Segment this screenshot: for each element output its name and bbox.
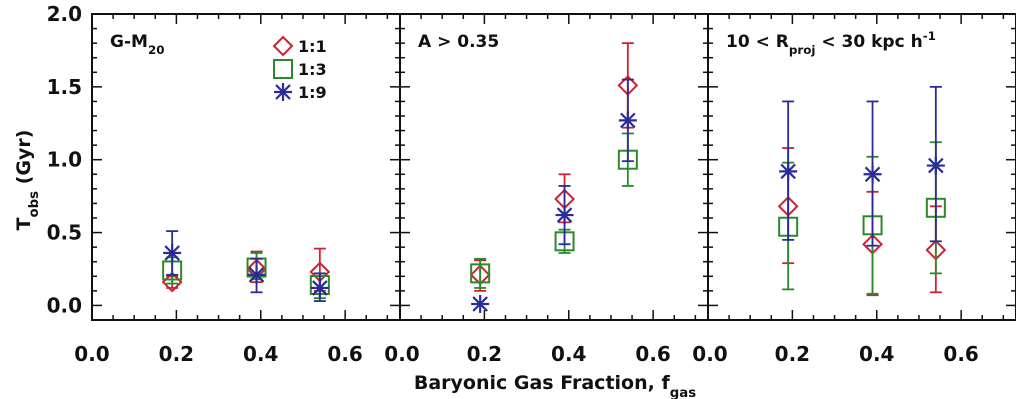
ytick-label: 1.0	[47, 148, 82, 172]
ytick-label: 1.5	[47, 75, 82, 99]
panel-1-frame	[91, 13, 401, 321]
panel-2-title: A > 0.35	[418, 32, 499, 52]
ytick-label: 0.0	[47, 293, 82, 317]
errorbar-1-3-p2-1	[474, 257, 487, 289]
point-1-9-p1-3	[310, 278, 329, 297]
legend-label-1-1: 1:1	[298, 37, 327, 56]
point-1-9-p3-3	[926, 156, 945, 175]
panel-3-xtick-label: 0.0	[692, 342, 727, 366]
point-1-9-p3-2	[863, 165, 882, 184]
legend-label-1-3: 1:3	[298, 60, 327, 79]
point-1-9-p1-2	[247, 265, 266, 284]
panel-2-frame	[399, 13, 709, 321]
panel-3-frame	[707, 13, 1016, 321]
legend-marker-1-3	[273, 59, 293, 79]
panel-2-xtick-label: 0.4	[551, 342, 586, 366]
y-axis-label: Tobs (Gyr)	[13, 130, 42, 231]
point-1-9-p2-2	[555, 206, 574, 225]
point-1-9-p1-1	[163, 243, 182, 262]
point-1-3-p2-1	[470, 263, 491, 284]
legend-label-1-9: 1:9	[298, 83, 327, 102]
panel-1-xtick-label: 0.6	[327, 342, 362, 366]
panel-1-xtick-label: 0.4	[243, 342, 278, 366]
panel-3-xtick-label: 0.6	[943, 342, 978, 366]
point-1-9-p2-3	[618, 111, 637, 130]
panel-3-title: 10 < Rproj < 30 kpc h-1	[726, 29, 936, 57]
ytick-label: 0.5	[47, 221, 82, 245]
panel-3-xtick-label: 0.2	[775, 342, 810, 366]
point-1-9-p2-1	[471, 294, 490, 313]
panel-1-title: G-M20	[110, 32, 165, 57]
panel-2-xtick-label: 0.6	[635, 342, 670, 366]
panel-2-xtick-label: 0.2	[467, 342, 502, 366]
panel-1-xtick-label: 0.2	[159, 342, 194, 366]
ytick-label: 2.0	[47, 2, 82, 26]
panel-1-xtick-label: 0.0	[74, 342, 109, 366]
x-axis-label: Baryonic Gas Fraction, fgas	[414, 372, 696, 399]
legend-marker-1-1	[272, 35, 294, 57]
panel-2-xtick-label: 0.0	[384, 342, 419, 366]
point-1-9-p3-1	[779, 162, 798, 181]
legend-marker-1-9	[274, 83, 292, 101]
panel-3-xtick-label: 0.4	[859, 342, 894, 366]
